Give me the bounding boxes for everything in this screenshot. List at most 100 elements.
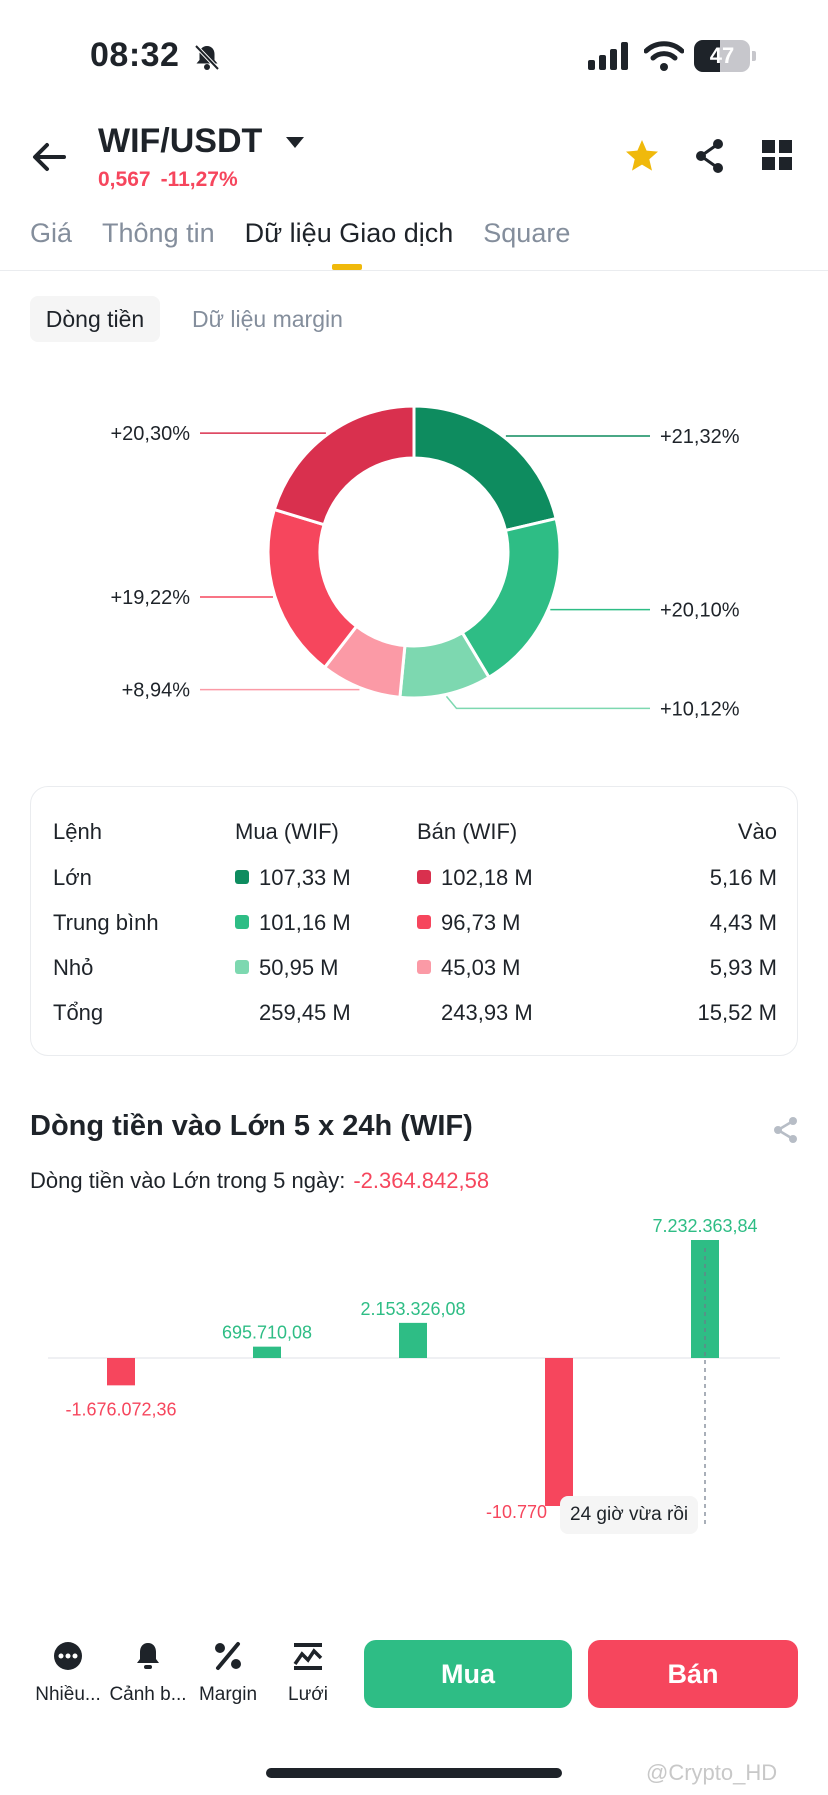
buy-small-swatch (235, 960, 249, 974)
row-label: Nhỏ (53, 955, 94, 980)
more-icon (54, 1642, 82, 1670)
inflow-bar[interactable] (399, 1322, 427, 1358)
tab-trading-data[interactable]: Dữ liệu Giao dịch (244, 218, 454, 248)
bell-off-icon (194, 44, 220, 71)
sell-medium-swatch (417, 915, 431, 929)
inflow-bar[interactable] (545, 1358, 573, 1506)
bar-data-label: -10.770 (486, 1502, 547, 1522)
tab-bar: Giá Thông tin Dữ liệu Giao dịch Square (30, 218, 570, 249)
watermark: @Crypto_HD (646, 1760, 778, 1785)
header-net: Vào (737, 819, 777, 844)
row-label: Lớn (53, 865, 92, 890)
header-sell: Bán (WIF) (417, 819, 518, 844)
subtab-money-flow[interactable]: Dòng tiền (30, 296, 160, 342)
tab-info[interactable]: Thông tin (102, 218, 215, 248)
net-value: 4,43 M (709, 910, 777, 935)
price-change: -11,27% (160, 168, 238, 191)
table-row: Nhỏ 50,95 M 45,03 M 5,93 M (53, 955, 777, 985)
buy-value: 259,45 M (259, 1000, 351, 1025)
home-indicator (266, 1768, 562, 1778)
share-icon[interactable] (694, 138, 726, 174)
slice-buy-medium (460, 516, 562, 680)
divider (0, 270, 828, 271)
sell-value: 102,18 M (441, 865, 533, 890)
tab-underline (332, 264, 362, 270)
tab-square[interactable]: Square (483, 218, 571, 248)
sell-small-swatch (417, 960, 431, 974)
slice-label: +20,10% (660, 600, 740, 622)
last-price: 0,567 (98, 168, 151, 191)
large-inflow-summary: Dòng tiền vào Lớn trong 5 ngày: -2.364.84… (30, 1168, 489, 1194)
nav-more-label: Nhiều... (35, 1684, 101, 1705)
order-flow-table: Lệnh Mua (WIF) Bán (WIF) Vào Lớn 107,33 … (30, 786, 798, 1056)
price-line: 0,567 -11,27% (98, 168, 238, 192)
battery-icon: 47 (694, 40, 756, 72)
nav-more[interactable]: Nhiều... (28, 1640, 108, 1706)
bar-data-label: 2.153.326,08 (360, 1299, 465, 1319)
wifi-icon (644, 41, 684, 71)
nav-grid[interactable]: Lưới (268, 1640, 348, 1706)
net-value: 5,16 M (709, 865, 777, 890)
grid-icon[interactable] (762, 140, 792, 170)
slice-label: +8,94% (122, 680, 191, 702)
bar-data-label: 695.710,08 (222, 1323, 312, 1343)
buy-value: 101,16 M (259, 910, 351, 935)
slice-sell-large (272, 404, 416, 527)
star-icon[interactable] (624, 138, 660, 174)
nav-grid-label: Lưới (288, 1684, 328, 1705)
inflow-bar[interactable] (107, 1358, 135, 1386)
percent-icon (215, 1642, 241, 1670)
buy-medium-swatch (235, 915, 249, 929)
back-arrow-icon[interactable] (30, 140, 68, 174)
money-flow-donut-chart: +21,32% +20,10% +10,12% +8,94% +19,22% +20,30… (110, 404, 740, 720)
table-header-row: Lệnh Mua (WIF) Bán (WIF) Vào (53, 819, 777, 849)
row-label: Tổng (53, 1000, 104, 1025)
buy-value: 50,95 M (259, 955, 339, 980)
slice-leader-line (445, 695, 650, 710)
chevron-down-icon[interactable] (284, 134, 306, 150)
table-row: Lớn 107,33 M 102,18 M 5,16 M (53, 865, 777, 895)
battery-level: 47 (709, 43, 735, 68)
grid-trading-icon (293, 1643, 323, 1670)
bar-data-label: -1.676.072,36 (65, 1399, 176, 1419)
signal-icon (588, 42, 628, 70)
bar-data-label: 7.232.363,84 (652, 1216, 757, 1236)
nav-margin-label: Margin (198, 1684, 258, 1705)
subtab-margin-data[interactable]: Dữ liệu margin (192, 306, 343, 332)
header-buy: Mua (WIF) (235, 819, 339, 844)
slice-label: +19,22% (110, 587, 190, 609)
pair-title[interactable]: WIF/USDT (98, 122, 263, 160)
inflow-bar[interactable] (253, 1346, 281, 1358)
buy-large-swatch (235, 870, 249, 884)
summary-value: -2.364.842,58 (353, 1168, 490, 1193)
nav-alert-label: Cảnh b... (109, 1684, 187, 1705)
buy-value: 107,33 M (259, 865, 351, 890)
tab-price[interactable]: Giá (30, 218, 73, 248)
status-time: 08:32 (90, 36, 180, 74)
sell-button[interactable]: Bán (588, 1640, 798, 1708)
header-order: Lệnh (53, 819, 102, 844)
slice-label: +20,30% (110, 423, 190, 445)
large-inflow-title: Dòng tiền vào Lớn 5 x 24h (WIF) (30, 1110, 473, 1142)
table-row: Tổng 259,45 M 243,93 M 15,52 M (53, 1000, 777, 1030)
slice-label: +21,32% (660, 426, 740, 448)
bell-icon (137, 1643, 159, 1669)
slice-label: +10,12% (660, 698, 740, 720)
net-value: 15,52 M (697, 1000, 778, 1025)
sell-large-swatch (417, 870, 431, 884)
share-icon[interactable] (772, 1116, 800, 1144)
row-label: Trung bình (53, 910, 159, 935)
sell-value: 96,73 M (441, 910, 521, 935)
large-inflow-bar-chart[interactable]: -1.676.072,36 695.710,08 2.153.326,08 -10.7… (0, 1210, 828, 1540)
chart-tooltip: 24 giờ vừa rồi (560, 1496, 699, 1534)
nav-margin[interactable]: Margin (188, 1640, 268, 1706)
buy-button[interactable]: Mua (364, 1640, 572, 1708)
summary-label: Dòng tiền vào Lớn trong 5 ngày: (30, 1168, 346, 1193)
table-row: Trung bình 101,16 M 96,73 M 4,43 M (53, 910, 777, 940)
sell-value: 45,03 M (441, 955, 521, 980)
slice-buy-large (412, 404, 558, 533)
slice-sell-medium (266, 507, 359, 670)
net-value: 5,93 M (709, 955, 777, 980)
nav-alert[interactable]: Cảnh b... (108, 1640, 188, 1706)
sell-value: 243,93 M (441, 1000, 533, 1025)
